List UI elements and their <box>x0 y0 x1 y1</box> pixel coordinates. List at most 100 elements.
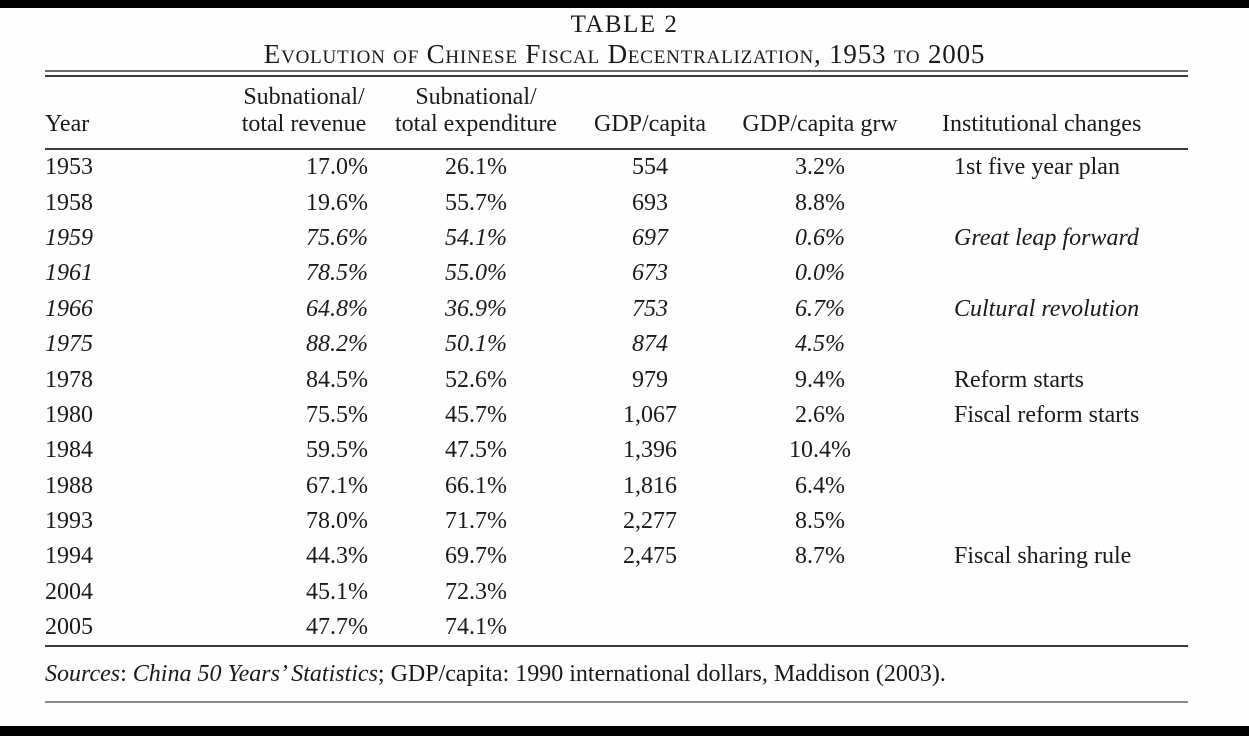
gdp-capita-cell: 979 <box>632 366 668 393</box>
table-row: 1953 17.0% 26.1% 554 3.2% 1st five year plan <box>45 149 1188 185</box>
gdp-growth-cell: 6.7% <box>795 295 845 322</box>
year-cell: 1980 <box>45 401 93 428</box>
expenditure-cell: 26.1% <box>445 154 507 181</box>
table-row: 2005 47.7% 74.1% <box>45 610 1188 646</box>
revenue-cell: 78.5% <box>306 260 368 287</box>
gdp-capita-cell: 1,067 <box>623 401 677 428</box>
year-cell: 1958 <box>45 189 93 216</box>
institutional-cell <box>902 256 1188 291</box>
header-row: Year Subnational/ total revenue Subnatio… <box>45 77 1188 150</box>
revenue-cell: 45.1% <box>306 578 368 605</box>
institutional-cell <box>902 327 1188 362</box>
fiscal-decentralization-table: Year Subnational/ total revenue Subnatio… <box>45 77 1188 647</box>
revenue-cell: 88.2% <box>306 331 368 358</box>
gdp-capita-cell: 2,277 <box>623 508 677 535</box>
expenditure-cell: 55.7% <box>445 189 507 216</box>
gdp-capita-cell: 554 <box>632 154 668 181</box>
sources-label: Sources <box>45 661 121 688</box>
gdp-growth-cell: 8.7% <box>795 543 845 570</box>
revenue-cell: 17.0% <box>306 154 368 181</box>
gdp-capita-cell: 697 <box>632 224 668 251</box>
table-row: 1978 84.5% 52.6% 979 9.4% Reform starts <box>45 362 1188 397</box>
gdp-capita-cell: 673 <box>632 260 668 287</box>
revenue-cell: 64.8% <box>306 295 368 322</box>
gdp-growth-cell: 0.0% <box>795 260 845 287</box>
expenditure-cell: 47.5% <box>445 437 507 464</box>
bottom-scan-bar <box>0 726 1249 736</box>
gdp-capita-cell: 2,475 <box>623 543 677 570</box>
expenditure-cell: 74.1% <box>445 614 507 641</box>
column-header-gdp-growth: GDP/capita grw <box>710 77 902 150</box>
expenditure-cell: 36.9% <box>445 295 507 322</box>
year-cell: 1975 <box>45 331 93 358</box>
year-cell: 1994 <box>45 543 93 570</box>
expenditure-cell: 69.7% <box>445 543 507 570</box>
column-header-year: Year <box>45 77 238 150</box>
column-header-revenue: Subnational/ total revenue <box>238 77 370 150</box>
expenditure-cell: 72.3% <box>445 578 507 605</box>
double-rule <box>45 70 1188 77</box>
column-header-gdp-capita: GDP/capita <box>560 77 710 150</box>
institutional-cell: Great leap forward <box>954 224 1139 251</box>
table-row: 1994 44.3% 69.7% 2,475 8.7% Fiscal sharing ru… <box>45 539 1188 574</box>
gdp-growth-cell: 4.5% <box>795 331 845 358</box>
revenue-cell: 59.5% <box>306 437 368 464</box>
gdp-growth-cell: 2.6% <box>795 401 845 428</box>
expenditure-cell: 71.7% <box>445 508 507 535</box>
gdp-capita-cell: 1,396 <box>623 437 677 464</box>
revenue-cell: 44.3% <box>306 543 368 570</box>
gdp-growth-cell: 6.4% <box>795 472 845 499</box>
table-title: Evolution of Chinese Fiscal Decentraliza… <box>263 39 986 69</box>
year-cell: 2004 <box>45 578 93 605</box>
table-row: 1993 78.0% 71.7% 2,277 8.5% <box>45 504 1188 539</box>
revenue-cell: 67.1% <box>306 472 368 499</box>
institutional-cell: 1st five year plan <box>954 154 1120 181</box>
institutional-cell <box>902 469 1188 504</box>
institutional-cell: Fiscal sharing rule <box>954 543 1132 570</box>
year-cell: 2005 <box>45 614 93 641</box>
year-cell: 1984 <box>45 437 93 464</box>
gdp-growth-cell: 9.4% <box>795 366 845 393</box>
expenditure-cell: 45.7% <box>445 401 507 428</box>
year-cell: 1978 <box>45 366 93 393</box>
year-cell: 1993 <box>45 508 93 535</box>
closing-rule <box>45 701 1188 704</box>
institutional-cell: Cultural revolution <box>954 295 1140 322</box>
table-row: 1980 75.5% 45.7% 1,067 2.6% Fiscal reform sta… <box>45 398 1188 433</box>
revenue-cell: 75.5% <box>306 401 368 428</box>
gdp-growth-cell <box>710 610 902 646</box>
gdp-capita-cell: 1,816 <box>623 472 677 499</box>
table-row: 2004 45.1% 72.3% <box>45 575 1188 610</box>
gdp-capita-cell: 753 <box>632 295 668 322</box>
revenue-cell: 19.6% <box>306 189 368 216</box>
table-row: 1959 75.6% 54.1% 697 0.6% Great leap forward <box>45 221 1188 256</box>
gdp-capita-cell: 693 <box>632 189 668 216</box>
gdp-capita-cell: 874 <box>632 331 668 358</box>
sources-separator: : <box>120 661 133 688</box>
year-cell: 1966 <box>45 295 93 322</box>
institutional-cell: Reform starts <box>954 366 1084 393</box>
institutional-cell <box>902 575 1188 610</box>
table-row: 1966 64.8% 36.9% 753 6.7% Cultural revolution <box>45 292 1188 327</box>
institutional-cell <box>902 185 1188 220</box>
expenditure-cell: 66.1% <box>445 472 507 499</box>
table-row: 1988 67.1% 66.1% 1,816 6.4% <box>45 469 1188 504</box>
year-cell: 1961 <box>45 260 93 287</box>
revenue-cell: 47.7% <box>306 614 368 641</box>
year-cell: 1959 <box>45 224 93 251</box>
gdp-growth-cell: 8.5% <box>795 508 845 535</box>
year-cell: 1953 <box>45 154 93 181</box>
expenditure-cell: 55.0% <box>445 260 507 287</box>
column-header-expenditure: Subnational/ total expenditure <box>370 77 560 150</box>
gdp-growth-cell: 10.4% <box>789 437 851 464</box>
gdp-capita-cell <box>560 610 710 646</box>
institutional-cell <box>902 504 1188 539</box>
table-area: Year Subnational/ total revenue Subnatio… <box>45 70 1188 704</box>
table-row: 1961 78.5% 55.0% 673 0.0% <box>45 256 1188 291</box>
institutional-cell <box>902 610 1188 646</box>
sources-note: Sources: China 50 Years’ Statistics; GDP… <box>45 660 1188 688</box>
table-row: 1984 59.5% 47.5% 1,396 10.4% <box>45 433 1188 468</box>
revenue-cell: 75.6% <box>306 224 368 251</box>
sources-rest: ; GDP/capita: 1990 international dollars… <box>377 661 946 688</box>
